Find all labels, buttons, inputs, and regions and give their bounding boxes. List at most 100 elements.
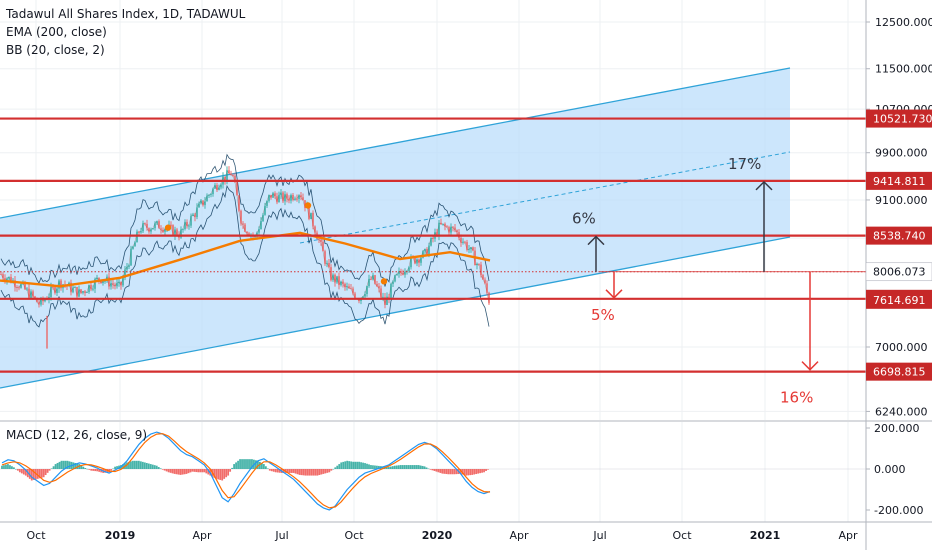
macd-histogram-bar [112,468,114,470]
candle-body [388,296,390,299]
candle-body [146,223,148,229]
macd-histogram-bar [7,464,9,469]
macd-histogram-bar [262,464,265,469]
macd-histogram-bar [443,469,446,474]
candle-body [392,281,394,284]
macd-histogram-bar [132,460,134,469]
candle-body [196,207,198,218]
macd-histogram-bar [306,469,309,476]
macd-histogram-bar [5,464,7,469]
macd-histogram-bar [110,469,113,471]
macd-histogram-bar [16,469,19,471]
annotation-6pct: 6% [572,210,596,228]
candle-body [86,292,88,293]
candle-body [292,195,294,200]
macd-histogram-bar [86,468,89,470]
macd-histogram-bar [54,464,57,469]
macd-tick-label-0: 200.000 [874,422,920,435]
macd-histogram-bar [272,469,275,472]
candle-body [204,201,206,206]
candle-body [288,198,290,201]
candle-body [390,283,392,299]
candle-body [482,275,484,280]
candle-body [236,182,238,196]
macd-histogram-bar [185,469,188,474]
macd-histogram-bar [449,469,452,475]
macd-histogram-bar [258,461,261,469]
candle-body [428,245,430,256]
macd-histogram-bar [372,465,374,469]
candle-body [480,264,482,276]
macd-histogram-bar [395,465,398,469]
macd-histogram-bar [201,469,204,473]
candle-body [452,226,454,228]
ema-dot-2 [380,278,388,285]
macd-histogram-bar [179,469,182,475]
macd-histogram-bar [130,461,132,469]
candle-body [230,173,232,176]
candle-body [398,271,400,275]
candle-body [394,275,396,282]
candle-body [264,205,266,215]
y-tick-label-0: 12500.000 [875,16,932,29]
macd-histogram-bar [376,465,378,469]
macd-histogram-bar [24,469,27,476]
projection-arrows: 6% 17% 5% 16% [572,155,866,407]
macd-histogram-bar [451,469,454,475]
macd-histogram-bar [453,469,456,475]
candle-body [192,214,194,216]
macd-histogram-bar [467,469,470,476]
macd-histogram-bar [96,469,99,472]
macd-histogram-bar [3,465,5,469]
candle-body [368,278,370,286]
candle-body [154,223,156,229]
candle-body [282,192,284,202]
macd-histogram-bar [56,462,59,469]
candle-body [38,302,40,305]
candle-body [124,269,126,278]
candle-body [318,239,320,240]
macd-histogram-bar [171,469,174,474]
candle-body [414,257,416,264]
candle-body [4,278,6,282]
candle-body [102,281,104,283]
candle-body [92,288,94,290]
candle-body [266,200,268,206]
macd-histogram-bar [219,469,222,480]
macd-histogram-bar [397,465,400,469]
macd-histogram-bar [48,469,51,471]
candle-body [210,194,212,195]
macd-histogram-bar [241,459,243,469]
candle-body [176,229,178,236]
macd-tick-label-2: -200.000 [874,504,923,517]
candle-body [72,287,74,293]
macd-histogram-bar [471,469,474,475]
candle-body [484,279,486,284]
macd-histogram-bar [147,463,150,469]
candle-body [6,278,8,282]
macd-histogram-bar [207,469,210,475]
channel-upper [0,67,791,219]
candle-body [82,291,84,293]
candle-body [220,184,222,188]
macd-histogram-bar [229,469,232,472]
candle-body [462,241,464,243]
macd-histogram-bar [66,460,69,469]
candle-body [382,296,384,298]
candle-body [408,267,410,271]
macd-histogram-bar [177,469,180,475]
macd-histogram-bar [128,461,130,469]
candle-body [324,251,326,264]
macd-histogram-bar [60,460,63,469]
macd-histogram-bar [195,469,198,473]
candle-body [170,224,172,226]
candle-body [384,296,386,306]
macd-histogram-bar [344,461,347,469]
macd-histogram-bar [189,469,192,473]
macd-histogram-bar [447,469,450,475]
macd-histogram-bar [346,460,349,469]
level-label-box-5 [866,290,932,309]
candle-body [260,220,262,230]
macd-histogram-bar [237,460,239,469]
macd-histogram-bar [389,466,392,469]
